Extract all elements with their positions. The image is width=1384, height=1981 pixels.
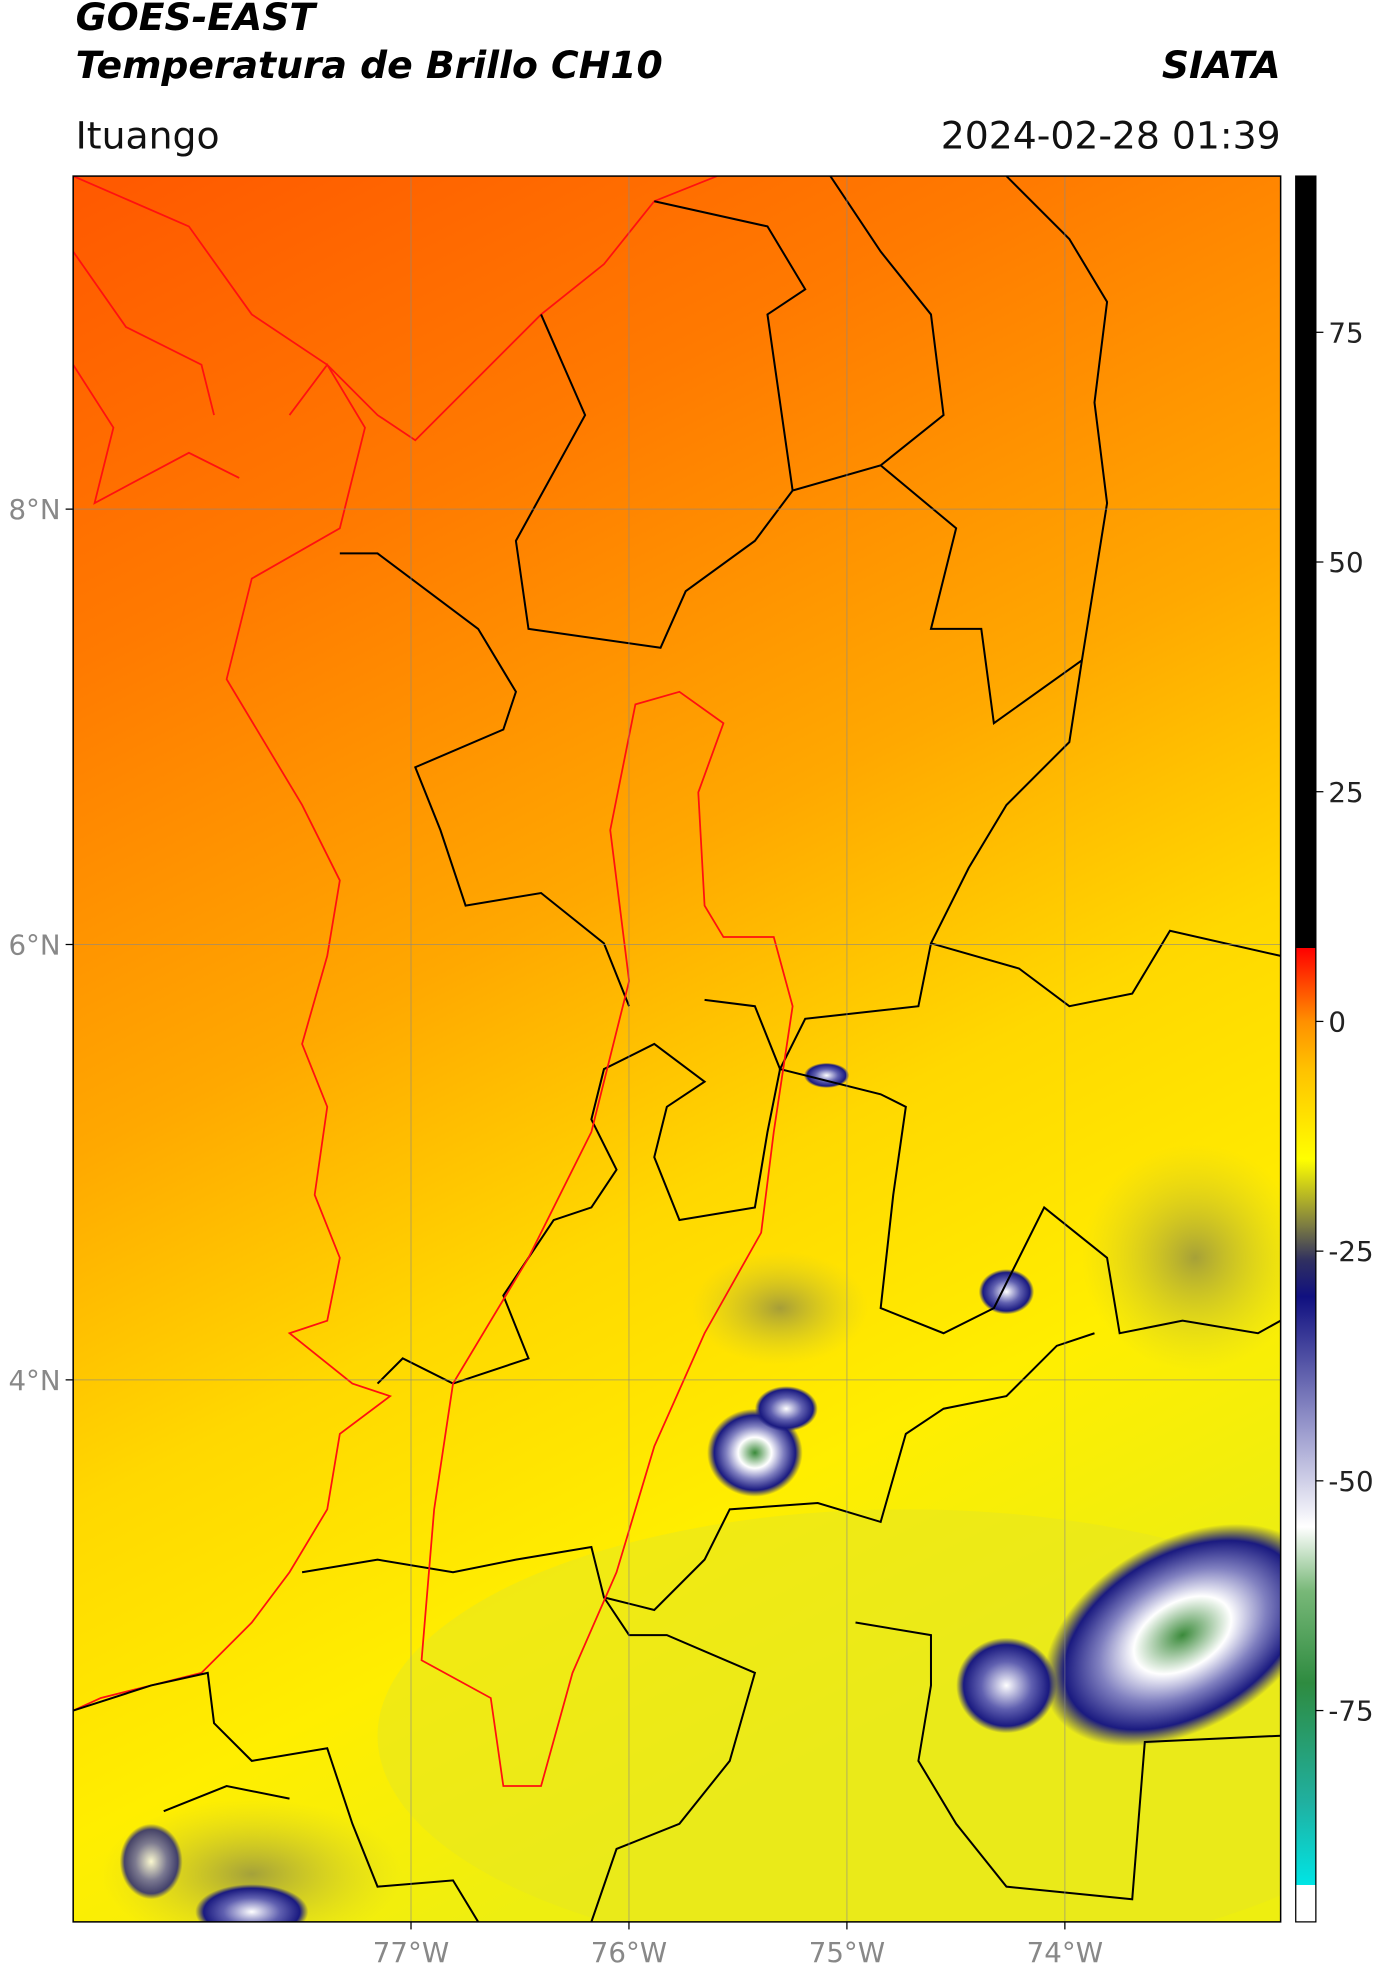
colorbar bbox=[1295, 175, 1317, 1923]
border bbox=[73, 176, 1281, 1922]
x-tick-label: 75°W bbox=[809, 1936, 885, 1969]
map-frame bbox=[72, 175, 1282, 1923]
cloud bbox=[119, 1823, 183, 1900]
coastline bbox=[73, 176, 718, 1712]
basin-outline bbox=[420, 690, 794, 1787]
haze bbox=[377, 1509, 1281, 1922]
cloud bbox=[707, 1408, 803, 1497]
haze bbox=[692, 1251, 869, 1365]
subtitle: Temperatura de Brillo CH10 bbox=[76, 43, 663, 87]
title: GOES-EAST bbox=[76, 0, 319, 39]
map bbox=[73, 176, 1281, 1922]
cloud bbox=[956, 1637, 1057, 1734]
haze bbox=[1081, 1144, 1281, 1371]
x-tick-label: 74°W bbox=[1027, 1936, 1103, 1969]
grid bbox=[73, 176, 1281, 1922]
y-tick-label: 8°N bbox=[8, 493, 60, 526]
location: Ituango bbox=[76, 113, 220, 157]
y-tick-label: 4°N bbox=[8, 1364, 60, 1397]
colorbar-tick-label: 25 bbox=[1328, 776, 1363, 809]
x-tick-label: 77°W bbox=[373, 1936, 449, 1969]
datetime: 2024-02-28 01:39 bbox=[941, 113, 1281, 157]
x-tick-label: 76°W bbox=[591, 1936, 667, 1969]
cloud bbox=[978, 1269, 1035, 1315]
cloud bbox=[803, 1062, 850, 1088]
colorbar-tick-label: -75 bbox=[1328, 1695, 1373, 1728]
cloud bbox=[195, 1884, 309, 1922]
colorbar-tick-label: 75 bbox=[1328, 316, 1363, 349]
haze bbox=[100, 1798, 403, 1922]
colorbar-tick-label: 50 bbox=[1328, 546, 1363, 579]
brand: SIATA bbox=[1162, 43, 1281, 87]
colorbar-tick-label: -50 bbox=[1328, 1465, 1373, 1498]
colorbar-tick-label: -25 bbox=[1328, 1235, 1373, 1268]
y-tick-label: 6°N bbox=[8, 929, 60, 962]
cloud bbox=[1043, 1523, 1281, 1747]
cloud bbox=[754, 1386, 818, 1432]
colorbar-tick-label: 0 bbox=[1328, 1005, 1346, 1038]
